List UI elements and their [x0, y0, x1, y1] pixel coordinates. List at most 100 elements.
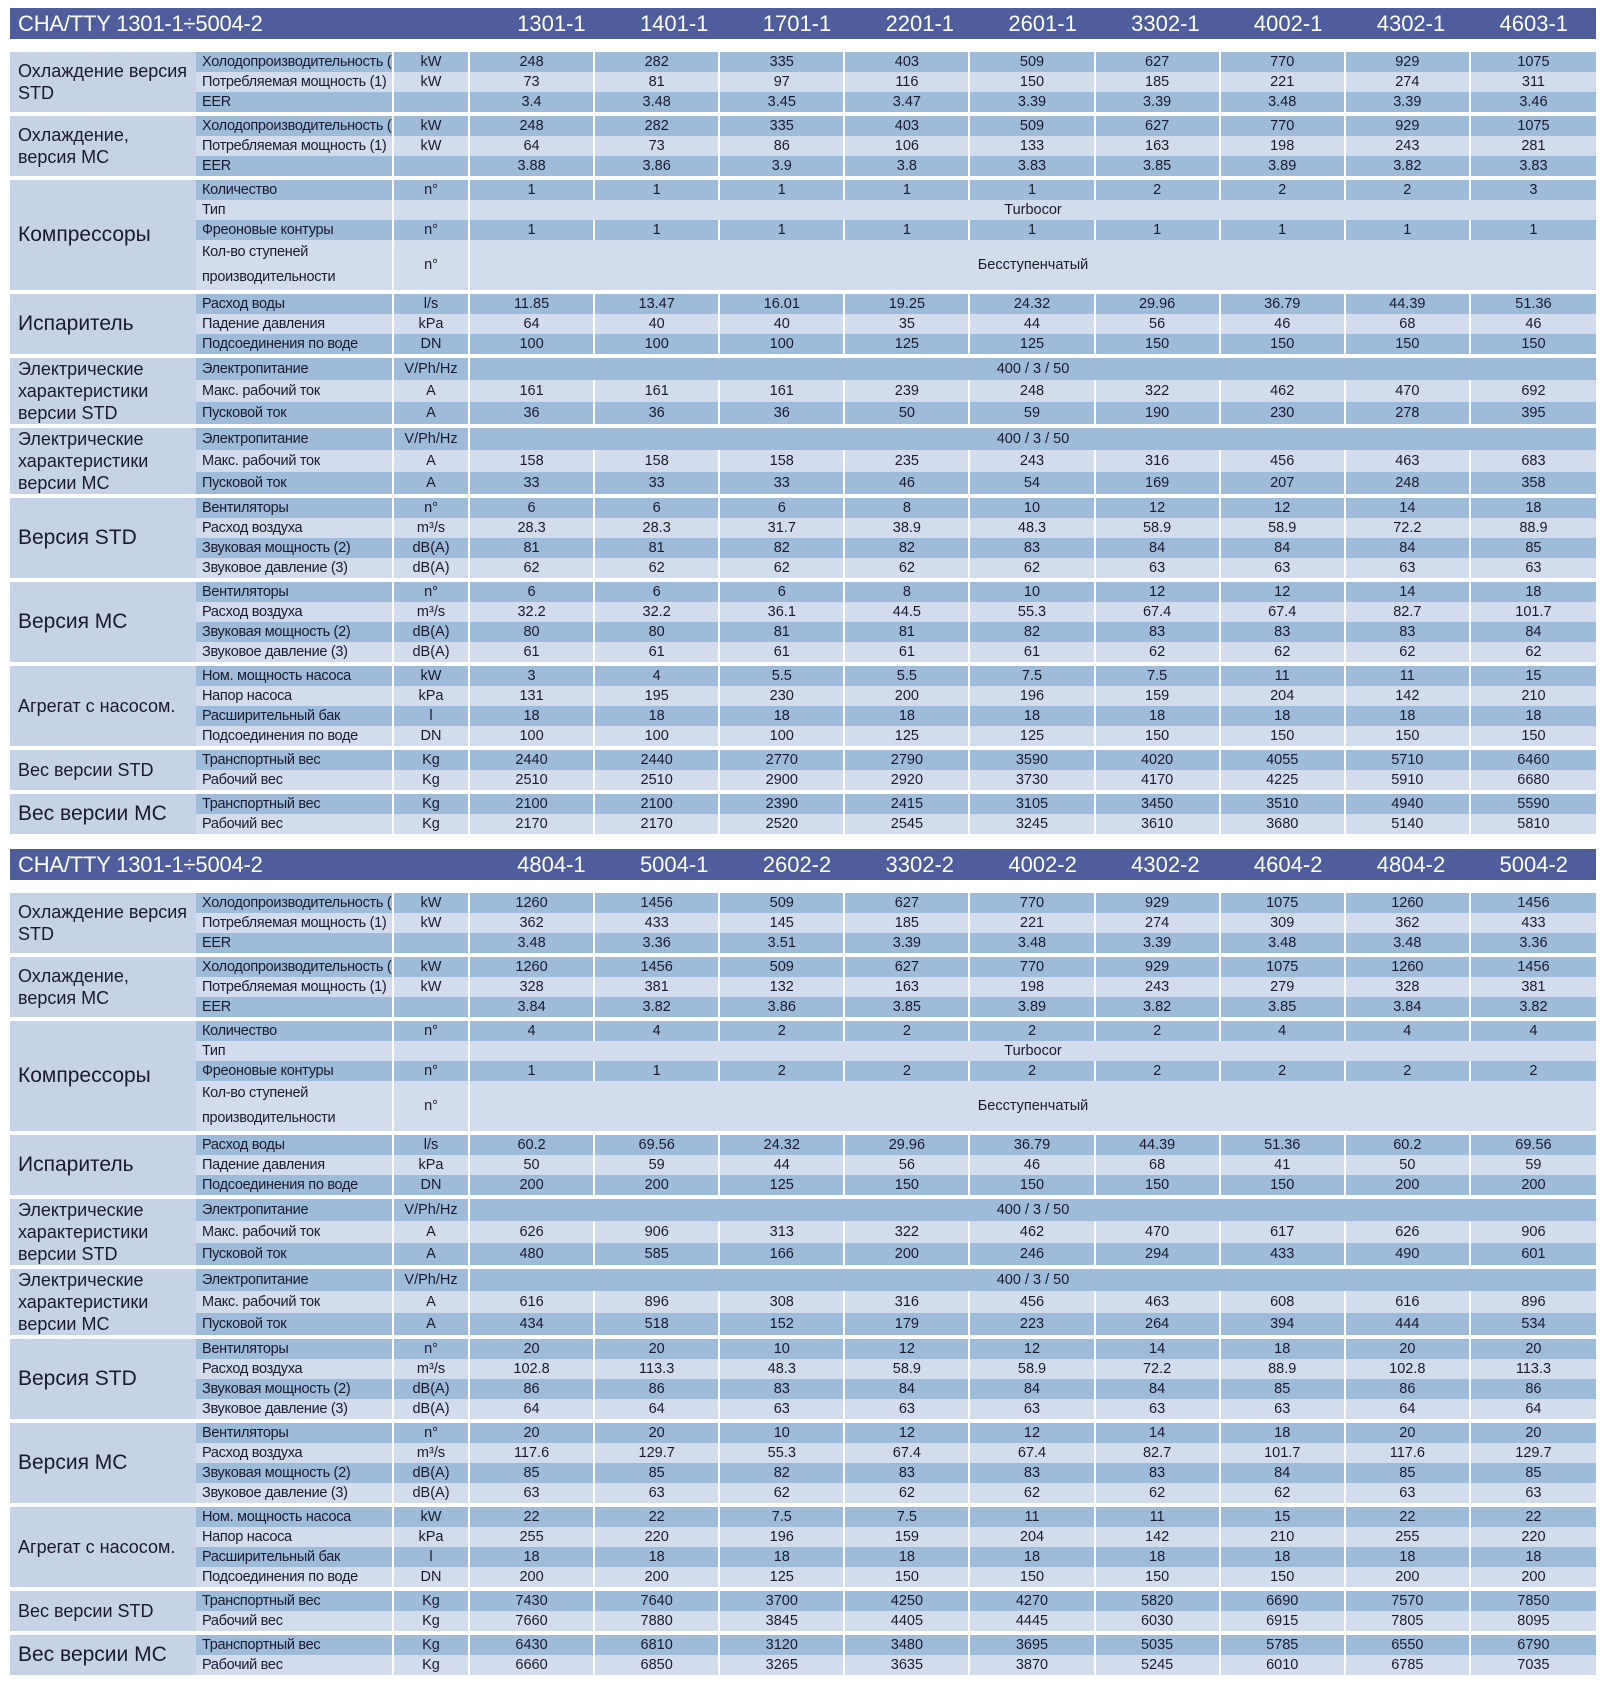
value-cell: 278 [1345, 401, 1471, 428]
table-row: Вес версии MC Транспортный вес Kg 2100 2100 2… [10, 794, 1596, 838]
unit-label [394, 92, 470, 116]
value-cell: 24.32 [970, 294, 1096, 314]
value-cell: 626 [470, 1220, 596, 1243]
value-cell: 58.9 [1095, 518, 1221, 538]
value-cell: 3.36 [1470, 933, 1596, 957]
value-cell: 7.5 [1095, 666, 1221, 686]
value-cell: 63 [1345, 558, 1471, 582]
table-row: Звуковое давление (3) dB(A) 64 64 63 63 63 63 63… [10, 1399, 1596, 1423]
value-cell: 106 [845, 136, 971, 156]
value-cell: 36.79 [1220, 294, 1346, 314]
value-cell: 15 [1470, 666, 1596, 686]
parameter-label: Расход воздуха [196, 602, 394, 622]
value-cell: 54 [970, 471, 1096, 498]
unit-label [394, 156, 470, 180]
parameter-label: Холодопроизводительность (1) [196, 52, 394, 72]
value-cell: 896 [1470, 1290, 1596, 1313]
value-cell: 7640 [595, 1591, 721, 1611]
value-cell: 84 [1470, 622, 1596, 642]
value-cell: 163 [845, 977, 971, 997]
value-cell: 627 [1095, 52, 1221, 72]
model-header: 1301-1 [517, 10, 586, 36]
value-cell: 3.39 [845, 933, 971, 957]
value-cell: 4055 [1220, 750, 1346, 770]
table-row: Компрессоры Количество n° 1 1 1 1 1 2 2 2 3 [10, 180, 1596, 294]
value-cell: 8 [845, 498, 971, 518]
table-row: Рабочий вес Kg 6660 6850 3265 3635 3870 5245 601… [10, 1655, 1596, 1679]
value-cell: 11 [1345, 666, 1471, 686]
value-cell: 3635 [845, 1655, 971, 1679]
value-cell: 200 [470, 1567, 596, 1591]
value-cell: 3.85 [1095, 156, 1221, 180]
value-cell: 14 [1095, 1423, 1221, 1443]
value-cell: 6010 [1220, 1655, 1346, 1679]
value-cell: 166 [720, 1242, 846, 1269]
value-cell: 83 [720, 1379, 846, 1399]
value-cell: 86 [1345, 1379, 1471, 1399]
value-cell: 58.9 [845, 1359, 971, 1379]
value-cell: 2 [845, 1061, 971, 1081]
value-cell: 62 [970, 558, 1096, 582]
value-cell: 125 [720, 1567, 846, 1591]
value-cell: 64 [595, 1399, 721, 1423]
unit-label: kW [394, 136, 470, 156]
table-row: Вес версии STD Транспортный вес Kg 2440 2440… [10, 750, 1596, 794]
value-cell: 85 [1220, 1379, 1346, 1399]
group-label: Версия STD [10, 498, 196, 582]
parameter-label: Макс. рабочий ток [196, 1290, 394, 1313]
value-cell: 7850 [1470, 1591, 1596, 1611]
table-row: Потребляемая мощность (1) kW 328 381 132 163 1… [10, 977, 1596, 997]
value-cell: 200 [1345, 1567, 1471, 1591]
value-cell: 2 [845, 1021, 971, 1041]
value-cell: 150 [1345, 334, 1471, 358]
value-cell: 328 [470, 977, 596, 997]
value-cell: 67.4 [845, 1443, 971, 1463]
value-cell: 3.4 [470, 92, 596, 116]
value-cell: 3.88 [470, 156, 596, 180]
value-cell: 63 [1095, 558, 1221, 582]
value-cell: 64 [470, 136, 596, 156]
value-cell: 3695 [970, 1635, 1096, 1655]
value-cell: 46 [845, 471, 971, 498]
value-cell: 150 [1220, 334, 1346, 358]
value-cell: 86 [1470, 1379, 1596, 1399]
table-row: Подсоединения по воде DN 100 100 100 125 125 15… [10, 726, 1596, 750]
value-cell: 83 [1220, 622, 1346, 642]
value-cell: 69.56 [595, 1135, 721, 1155]
value-cell: 381 [1470, 977, 1596, 997]
table-row: Версия STD Вентиляторы n° 20 20 10 12 12 14 18 20 2… [10, 1339, 1596, 1423]
value-cell: 86 [470, 1379, 596, 1399]
table-row: Подсоединения по воде DN 100 100 100 125 125 15… [10, 334, 1596, 358]
section-title: CHA/TTY 1301-1÷5004-2 [18, 851, 263, 877]
value-cell: 132 [720, 977, 846, 997]
value-cell: 196 [720, 1527, 846, 1547]
value-cell: 18 [595, 706, 721, 726]
value-cell: 29.96 [1095, 294, 1221, 314]
unit-label: l/s [394, 294, 470, 314]
group-label: Охлаждение версия STD [10, 893, 196, 957]
value-cell: 3.47 [845, 92, 971, 116]
value-cell: 11.85 [470, 294, 596, 314]
value-cell: 433 [1220, 1242, 1346, 1269]
value-cell: 3.89 [970, 997, 1096, 1021]
value-cell: 1 [970, 220, 1096, 240]
value-cell: 28.3 [595, 518, 721, 538]
value-cell: 433 [1470, 913, 1596, 933]
value-cell: 12 [845, 1339, 971, 1359]
value-cell: 62 [720, 1483, 846, 1507]
value-cell: 133 [970, 136, 1096, 156]
value-cell: 223 [970, 1312, 1096, 1339]
unit-label: dB(A) [394, 1379, 470, 1399]
parameter-label: EER [196, 933, 394, 957]
value-cell: 81 [470, 538, 596, 558]
table-row: Компрессоры Количество n° 4 4 2 2 2 2 4 4 4 [10, 1021, 1596, 1135]
value-cell: 1456 [1470, 957, 1596, 977]
table-row: Электрические характеристики версии MC Эл… [10, 428, 1596, 498]
value-cell: 309 [1220, 913, 1346, 933]
value-cell: 5.5 [845, 666, 971, 686]
value-cell: 2 [1470, 1061, 1596, 1081]
value-cell: 235 [845, 449, 971, 472]
value-cell: 929 [1095, 957, 1221, 977]
value-cell: 100 [720, 726, 846, 750]
unit-label: dB(A) [394, 1463, 470, 1483]
